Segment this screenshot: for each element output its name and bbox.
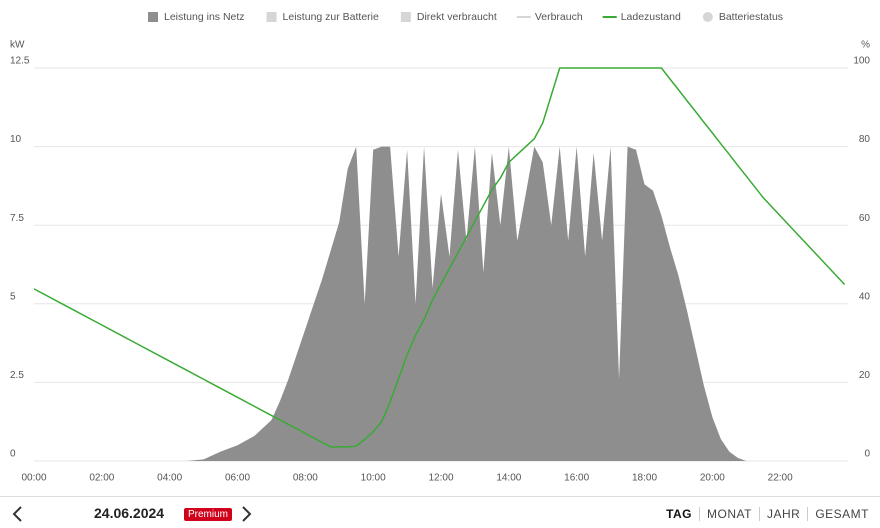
x-tick-label: 10:00 [361,473,386,484]
x-tick-label: 14:00 [496,473,521,484]
legend-item[interactable]: Ladezustand [602,11,681,23]
next-day[interactable] [236,504,256,524]
y2-tick-label: 20 [859,370,871,381]
x-tick-label: 00:00 [21,473,46,484]
legend-marker [400,12,411,22]
y2-tick-label: 40 [859,291,871,302]
legend-item[interactable]: Leistung ins Netz [148,11,245,23]
legend-label: Direkt verbraucht [417,11,497,23]
y-tick-label: 0 [10,449,16,460]
legend-label: Batteriestatus [719,11,783,23]
legend: Leistung ins Netz Leistung zur Batterie Di… [148,11,783,23]
line [33,67,846,448]
period-tab[interactable]: GESAMT [807,507,876,521]
legend-label: Leistung ins Netz [164,11,245,23]
y2-tick-label: 100 [853,56,870,67]
y-tick-label: 2.5 [10,370,24,381]
legend-label: Verbrauch [535,11,583,23]
date[interactable]: 24.06.2024 [94,505,165,521]
y2-tick-label: 0 [864,449,870,460]
legend-label: Leistung zur Batterie [283,11,379,23]
x-tick-label: 04:00 [157,473,182,484]
y-tick-label: 5 [10,291,16,302]
x-tick-label: 18:00 [632,473,657,484]
y2-unit: % [861,40,870,51]
legend-item[interactable]: Verbrauch [516,11,583,23]
legend-marker [148,12,158,22]
x-tick-label: 06:00 [225,473,250,484]
period-tab[interactable]: JAHR [758,507,807,521]
x-tick-label: 08:00 [293,473,318,484]
x-tick-label: 12:00 [428,473,453,484]
y-tick-label: 10 [10,134,22,145]
period-tabs: TAG MONAT JAHR GESAMT [659,507,876,521]
navigation-bar: 24.06.2024 Premium TAG MONAT JAHR GESAMT [0,496,880,528]
legend-marker [702,12,713,22]
legend-label: Ladezustand [621,11,681,23]
x-tick-label: 22:00 [768,473,793,484]
y-tick-label: 12.5 [10,56,30,67]
prev-day[interactable] [8,504,28,524]
y-tick-label: 7.5 [10,213,24,224]
legend-item[interactable]: Leistung zur Batterie [266,11,379,23]
x-tick-label: 02:00 [89,473,114,484]
chart: kW % 0 2.5 5 7.5 10 12.5 0 20 40 60 80 100 00:00 02:0… [10,11,871,484]
x-tick-label: 20:00 [700,473,725,484]
area [34,146,845,461]
y-unit: kW [10,40,25,51]
legend-marker [266,12,277,22]
y2-tick-label: 60 [859,213,871,224]
legend-item[interactable]: Batteriestatus [702,11,783,23]
x-tick-label: 16:00 [564,473,589,484]
y2-tick-label: 80 [859,134,871,145]
period-tab[interactable]: TAG [666,507,693,521]
legend-item[interactable]: Direkt verbraucht [400,11,497,23]
period-tab[interactable]: MONAT [699,507,759,521]
premium-badge[interactable]: Premium [184,508,233,521]
